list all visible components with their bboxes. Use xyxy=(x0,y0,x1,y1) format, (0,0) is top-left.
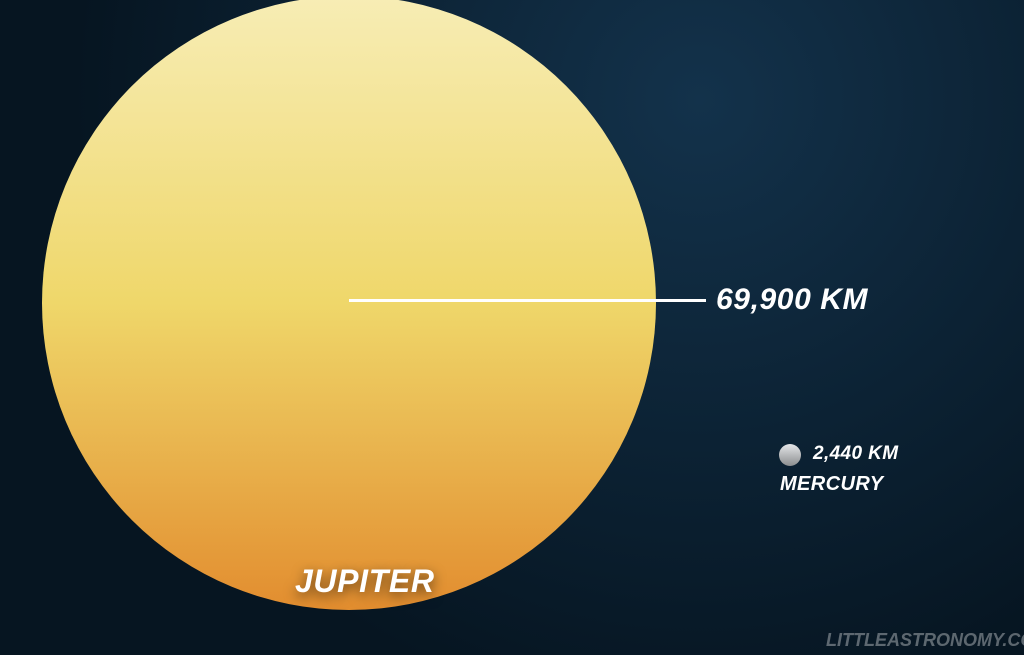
jupiter-name-label: JUPITER xyxy=(295,563,435,600)
jupiter-radius-label: 69,900 KM xyxy=(716,283,868,317)
watermark-text: LITTLEASTRONOMY.COM xyxy=(826,630,1024,651)
jupiter-radius-line xyxy=(349,299,706,302)
mercury-radius-label: 2,440 KM xyxy=(813,443,898,465)
mercury-name-label: MERCURY xyxy=(780,473,884,496)
mercury-planet xyxy=(779,444,801,466)
jupiter-planet xyxy=(42,0,656,610)
